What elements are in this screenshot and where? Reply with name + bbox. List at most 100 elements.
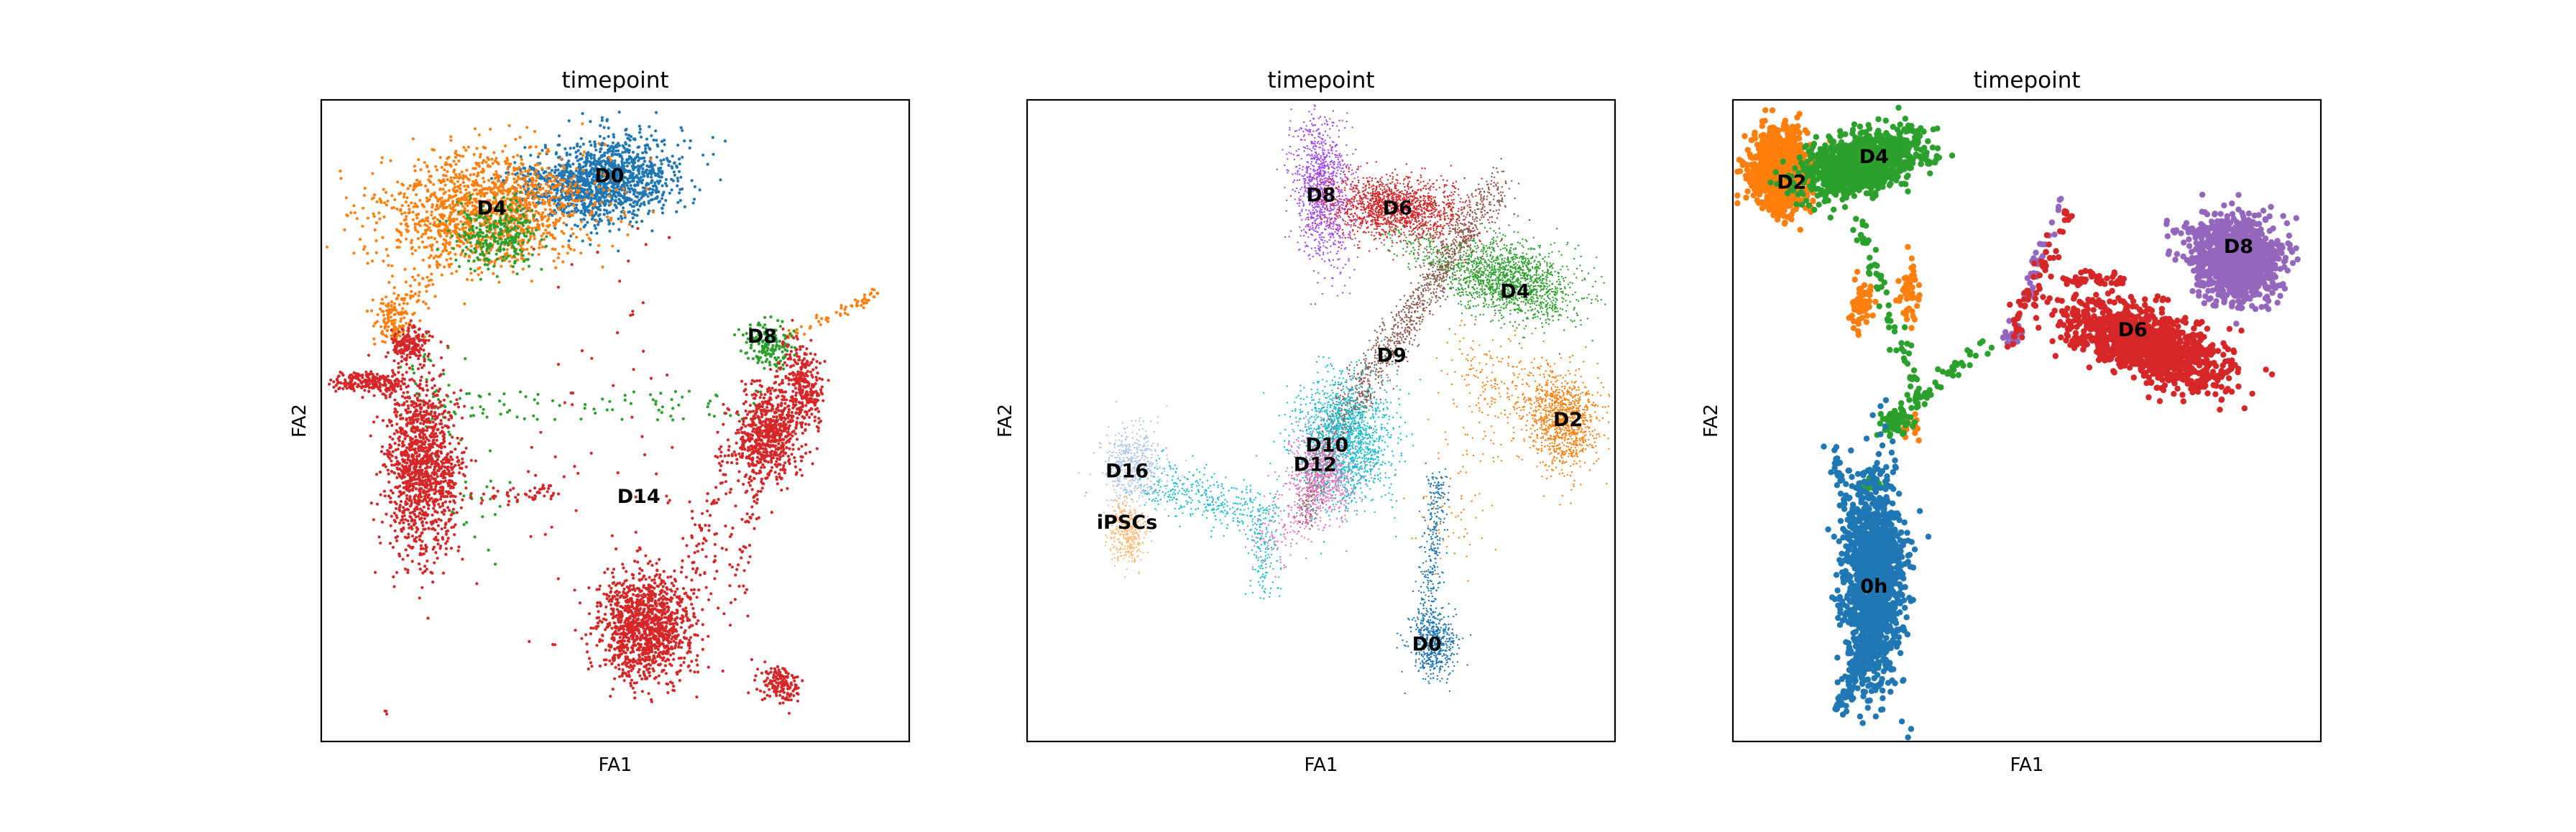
data-point [453, 392, 456, 394]
data-point [441, 527, 443, 530]
data-point [420, 418, 423, 421]
data-point [496, 258, 499, 261]
data-point [397, 294, 400, 297]
data-point [671, 407, 674, 410]
data-point [405, 548, 408, 551]
data-point [628, 223, 631, 226]
data-point [421, 277, 424, 280]
data-point [667, 164, 670, 167]
data-point [446, 506, 449, 509]
data-point [405, 238, 408, 241]
data-point [820, 317, 823, 320]
data-point [497, 187, 500, 190]
data-point [594, 412, 597, 415]
data-point [844, 312, 847, 315]
data-point [420, 544, 423, 547]
data-point [486, 415, 489, 418]
data-point [397, 239, 400, 241]
data-point [501, 150, 504, 153]
data-point [581, 165, 584, 168]
data-point [532, 201, 535, 204]
data-point [388, 457, 391, 460]
data-point [388, 450, 391, 453]
data-point [528, 239, 530, 242]
data-point [638, 125, 641, 128]
data-point [425, 394, 428, 397]
data-point [406, 458, 409, 461]
data-point [512, 228, 515, 231]
data-point [432, 364, 435, 367]
data-point [439, 545, 442, 547]
data-point [461, 249, 464, 252]
data-point [464, 238, 467, 241]
data-point [550, 211, 553, 213]
data-point [454, 150, 457, 153]
data-point [387, 351, 390, 354]
data-point [427, 339, 430, 342]
data-point [876, 292, 879, 295]
data-point [475, 147, 478, 149]
data-point [412, 482, 415, 485]
data-point [737, 328, 740, 331]
data-point [640, 203, 643, 205]
data-point [397, 193, 400, 195]
data-point [456, 437, 459, 440]
data-point [410, 427, 413, 430]
data-point [472, 414, 475, 417]
data-point [446, 170, 448, 173]
data-point [576, 160, 579, 162]
data-point [474, 127, 477, 130]
data-point [447, 384, 450, 387]
data-point [456, 511, 459, 514]
data-point [572, 204, 575, 207]
data-point [522, 254, 525, 257]
data-point [679, 176, 682, 179]
data-point [536, 402, 539, 405]
data-point [409, 512, 412, 514]
data-point [656, 418, 659, 421]
data-point [589, 191, 592, 194]
data-point [624, 141, 627, 144]
data-point [572, 147, 575, 149]
data-point [775, 359, 778, 361]
data-point [414, 435, 417, 438]
data-point [756, 361, 759, 364]
data-point [551, 175, 553, 178]
data-point [580, 137, 583, 140]
data-point [438, 213, 441, 216]
data-point [584, 209, 586, 212]
data-point [551, 399, 554, 402]
data-point [512, 187, 515, 190]
data-point [413, 202, 416, 205]
data-point [625, 196, 628, 199]
data-point [389, 435, 392, 438]
data-point [431, 283, 434, 286]
data-point [573, 199, 576, 202]
data-point [405, 196, 408, 199]
data-point [441, 426, 444, 429]
data-point [458, 173, 461, 176]
data-point [430, 489, 433, 491]
data-point [379, 542, 382, 545]
data-point [520, 250, 523, 253]
data-point [520, 257, 523, 260]
data-point [570, 227, 573, 230]
data-point [442, 572, 445, 575]
data-point [431, 452, 433, 455]
data-point [531, 184, 534, 187]
data-point [343, 228, 346, 231]
data-point [402, 522, 405, 524]
data-point [390, 206, 393, 209]
data-point [395, 516, 398, 519]
data-point [544, 175, 547, 178]
data-point [417, 237, 420, 240]
data-point [676, 144, 679, 147]
data-point [472, 180, 474, 183]
data-point [461, 226, 464, 229]
data-point [622, 144, 625, 147]
data-point [434, 453, 437, 456]
data-point [415, 216, 418, 219]
data-point [383, 453, 386, 456]
data-point [632, 390, 635, 393]
data-point [452, 160, 455, 162]
